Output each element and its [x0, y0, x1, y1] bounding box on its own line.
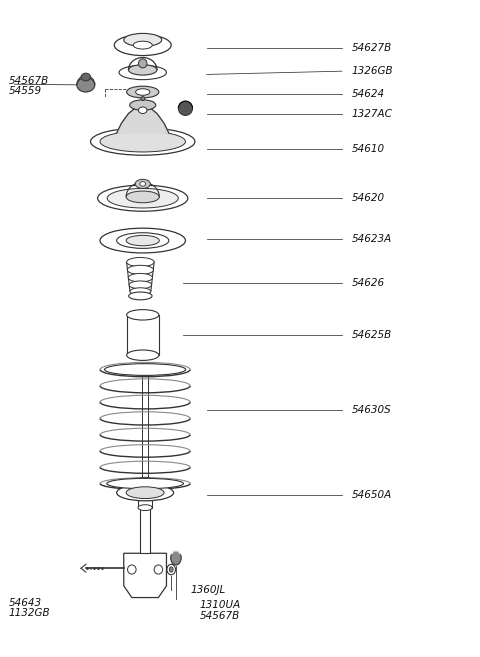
Ellipse shape	[128, 273, 153, 282]
Text: 54626: 54626	[351, 278, 384, 288]
Text: 1132GB: 1132GB	[9, 608, 50, 618]
Ellipse shape	[130, 288, 151, 295]
Ellipse shape	[126, 191, 159, 203]
Ellipse shape	[138, 107, 147, 114]
Ellipse shape	[179, 101, 192, 116]
Ellipse shape	[127, 350, 159, 361]
Text: 54610: 54610	[351, 145, 384, 154]
Ellipse shape	[107, 189, 179, 208]
Ellipse shape	[133, 41, 152, 49]
Polygon shape	[117, 105, 169, 133]
Text: 54650A: 54650A	[351, 489, 392, 499]
Ellipse shape	[127, 258, 154, 267]
Ellipse shape	[114, 35, 171, 56]
Text: 54559: 54559	[9, 85, 42, 96]
Text: 1326GB: 1326GB	[351, 66, 393, 76]
Ellipse shape	[135, 179, 150, 189]
Ellipse shape	[77, 78, 95, 92]
Ellipse shape	[129, 292, 152, 300]
Ellipse shape	[105, 364, 186, 375]
Ellipse shape	[107, 478, 183, 489]
Ellipse shape	[141, 97, 144, 101]
Ellipse shape	[130, 100, 156, 110]
Ellipse shape	[100, 228, 185, 253]
Ellipse shape	[81, 73, 91, 81]
Text: 54567B: 54567B	[200, 612, 240, 622]
Text: 1327AC: 1327AC	[351, 108, 392, 118]
Ellipse shape	[117, 484, 174, 501]
Bar	[127, 315, 159, 355]
Ellipse shape	[127, 265, 154, 275]
Ellipse shape	[91, 128, 195, 155]
Ellipse shape	[154, 565, 163, 574]
Text: 54623A: 54623A	[351, 234, 392, 244]
Polygon shape	[124, 553, 167, 598]
Ellipse shape	[126, 235, 159, 246]
Ellipse shape	[169, 567, 173, 572]
Ellipse shape	[127, 86, 159, 98]
Ellipse shape	[127, 309, 159, 320]
Text: 54627B: 54627B	[351, 43, 392, 53]
Ellipse shape	[97, 185, 188, 212]
Text: 54643: 54643	[9, 599, 42, 608]
Ellipse shape	[138, 505, 152, 510]
Ellipse shape	[138, 478, 152, 483]
Ellipse shape	[129, 64, 157, 75]
Ellipse shape	[129, 281, 152, 289]
Ellipse shape	[124, 34, 162, 47]
Text: 1310UA: 1310UA	[200, 600, 241, 610]
Ellipse shape	[171, 551, 181, 565]
Ellipse shape	[100, 131, 185, 152]
Ellipse shape	[117, 233, 169, 248]
Ellipse shape	[167, 564, 176, 575]
Ellipse shape	[136, 89, 150, 95]
Text: 54630S: 54630S	[351, 405, 391, 415]
Text: 54624: 54624	[351, 89, 384, 99]
Ellipse shape	[128, 565, 136, 574]
Ellipse shape	[140, 181, 145, 186]
Bar	[138, 480, 152, 508]
Text: 54620: 54620	[351, 193, 384, 203]
Ellipse shape	[119, 65, 167, 79]
Text: 1360JL: 1360JL	[190, 585, 226, 595]
Bar	[140, 508, 150, 553]
Ellipse shape	[126, 487, 164, 499]
Text: 54625B: 54625B	[351, 330, 392, 340]
Text: 54567B: 54567B	[9, 76, 49, 86]
Ellipse shape	[138, 59, 147, 68]
